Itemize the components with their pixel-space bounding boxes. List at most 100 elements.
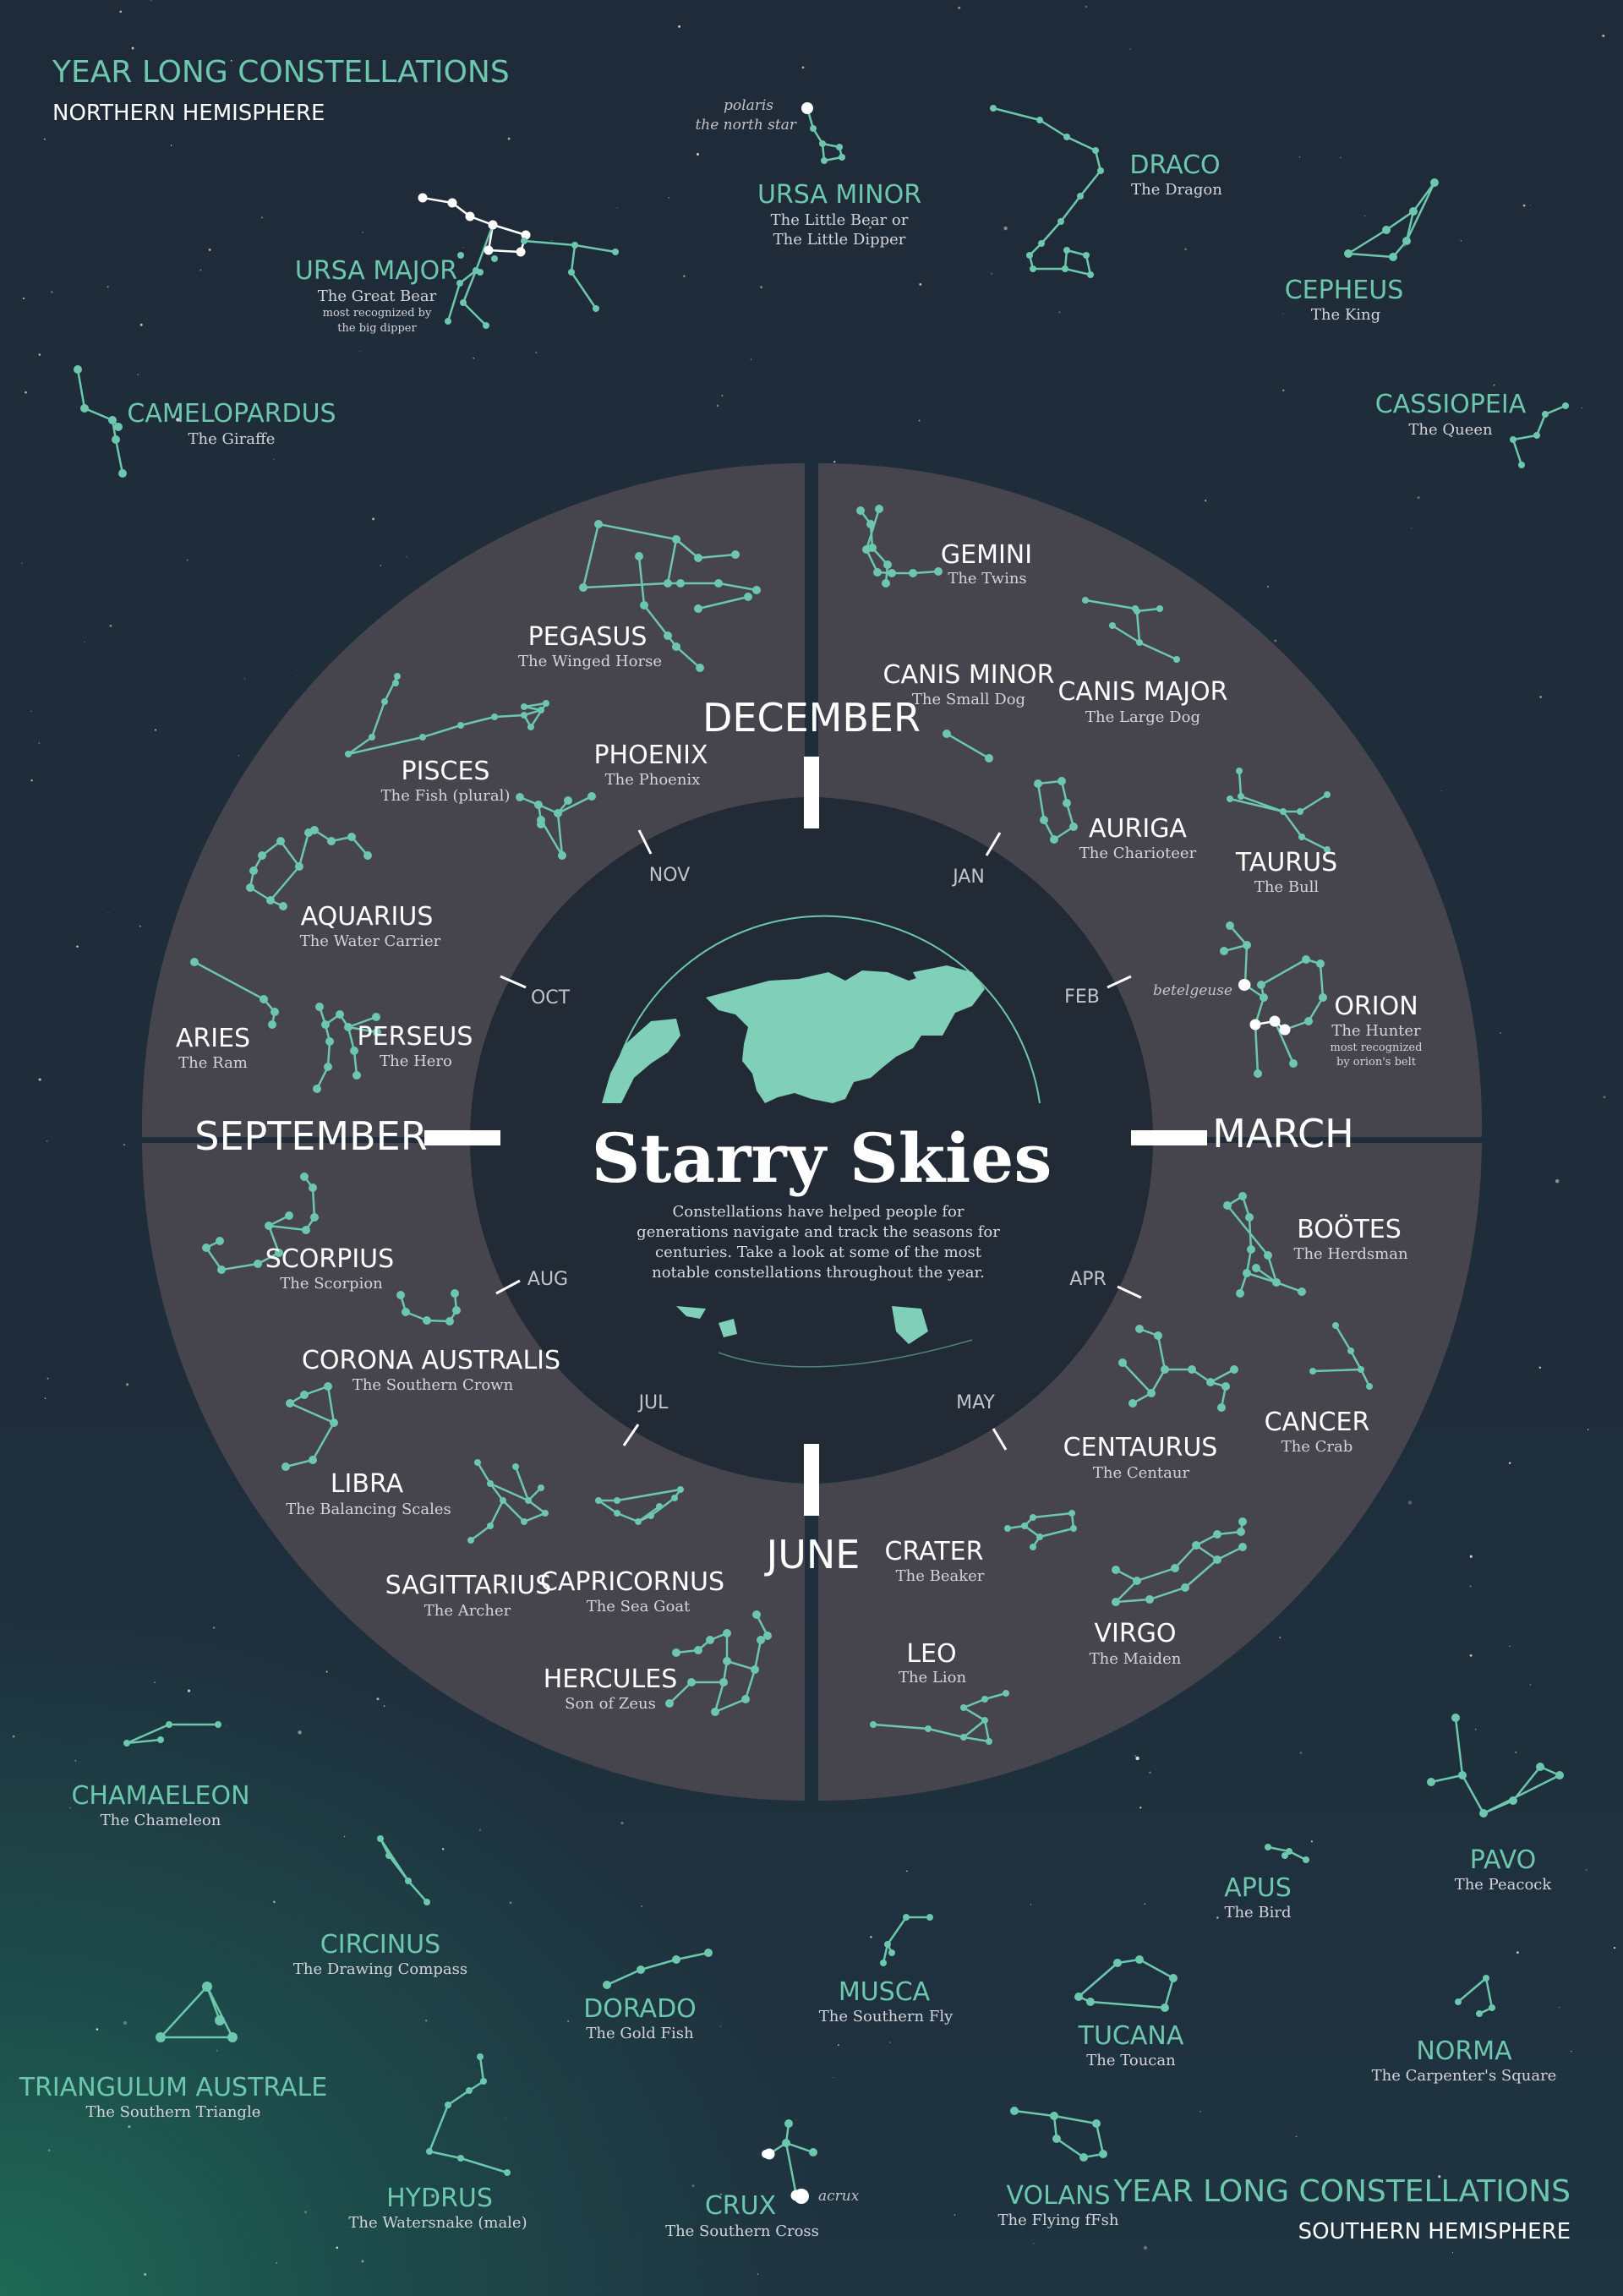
label-sagittarius-name: SAGITTARIUS (385, 1571, 552, 1600)
constellation-star (1188, 1365, 1196, 1374)
background-star (1003, 226, 1008, 231)
constellation-star (491, 255, 498, 262)
constellation-line (669, 1681, 692, 1704)
background-star (296, 675, 298, 677)
constellation-crater (1004, 1510, 1077, 1550)
quarter-bar-june (804, 1444, 819, 1516)
background-star (69, 1807, 71, 1809)
label-pavo-name: PAVO (1470, 1845, 1536, 1875)
constellation-line (205, 1986, 221, 2021)
constellation-chamaeleon (123, 1721, 221, 1747)
constellation-line (557, 795, 593, 815)
constellation-star (1181, 1583, 1189, 1592)
constellation-star (1347, 1348, 1354, 1354)
label-perseus-desc-1: The Hero (380, 1052, 452, 1070)
constellation-star (719, 1678, 728, 1686)
tick-may (992, 1428, 1008, 1451)
constellation-line (1066, 135, 1096, 152)
constellation-star (377, 1835, 384, 1842)
label-orion-desc-3: by orion's belt (1336, 1056, 1417, 1069)
quarter-label-september: SEPTEMBER (194, 1113, 427, 1159)
constellation-aquarius (246, 826, 372, 910)
ring-quadrant-jun-aug (142, 1143, 805, 1801)
background-stars (12, 0, 1616, 2276)
highlight-star (465, 211, 475, 221)
constellation-star (381, 698, 388, 705)
background-star (1508, 1462, 1511, 1464)
center-body-line-3: centuries. Take a look at some of the mo… (655, 1244, 982, 1261)
background-star (757, 2273, 759, 2275)
constellation-line (221, 1262, 259, 1271)
background-star (1144, 1903, 1146, 1905)
background-star (38, 353, 41, 356)
highlight-star (1249, 1019, 1261, 1030)
label-circinus-desc-1: The Drawing Compass (293, 1960, 467, 1978)
constellation-line (1122, 1362, 1152, 1394)
background-star (801, 66, 805, 69)
highlight-star (516, 247, 526, 257)
label-camelopardus-name: CAMELOPARDUS (127, 399, 336, 429)
background-star (76, 945, 79, 948)
constellation-line (1184, 1559, 1218, 1588)
background-star (1216, 1916, 1219, 1919)
label-triangulum-australe-name: TRIANGULUM AUSTRALE (19, 2073, 327, 2102)
quarter-bar-march (1131, 1130, 1207, 1145)
background-star (1509, 1645, 1511, 1648)
europe-shape (602, 1019, 680, 1103)
background-star (954, 2214, 956, 2217)
constellation-line (1060, 195, 1081, 222)
background-star (991, 272, 993, 275)
constellation-star (363, 851, 372, 860)
constellation-star (1230, 1365, 1238, 1374)
background-star (213, 1626, 216, 1629)
constellation-star (1430, 178, 1439, 187)
constellation-line (460, 2157, 508, 2174)
label-draco-name: DRACO (1129, 150, 1220, 180)
background-star (1184, 248, 1188, 251)
background-star (30, 710, 32, 712)
month-label-jul: JUL (637, 1392, 669, 1413)
constellation-hydrus (426, 2053, 511, 2176)
constellation-star (423, 1316, 431, 1325)
label-chamaeleon-desc-1: The Chameleon (101, 1812, 221, 1829)
constellation-line (1227, 1205, 1269, 1256)
constellation-star (1169, 1974, 1178, 1982)
quarter-label-december: DECEMBER (702, 695, 921, 741)
constellation-sagittarius (467, 1459, 549, 1544)
constellation-star (474, 1459, 481, 1466)
constellation-star (1238, 1543, 1247, 1551)
constellation-star (1213, 1555, 1221, 1564)
constellation-star (875, 505, 883, 513)
constellation-line (1544, 404, 1566, 416)
constellation-star (1324, 791, 1331, 798)
background-star (43, 138, 46, 140)
constellation-star (268, 1020, 276, 1029)
constellation-star (1227, 795, 1233, 802)
background-star (144, 2272, 147, 2276)
constellation-star (763, 1632, 772, 1640)
constellation-star (784, 2119, 793, 2128)
constellation-line (1115, 1580, 1138, 1603)
constellation-star (1332, 1322, 1339, 1329)
constellation-star (1265, 1844, 1271, 1850)
constellation-star (1173, 656, 1180, 663)
note-polaris-2: the north star (695, 117, 796, 134)
label-volans-name: VOLANS (1006, 2181, 1110, 2211)
constellation-star (327, 837, 336, 845)
label-libra-name: LIBRA (331, 1469, 404, 1499)
constellation-star (1238, 793, 1244, 800)
constellation-line (1174, 1544, 1197, 1569)
background-star (1058, 311, 1061, 314)
constellation-star (1021, 1522, 1028, 1529)
constellation-star (579, 583, 587, 592)
background-star (272, 458, 275, 461)
constellation-star (1052, 2135, 1061, 2143)
constellation-line (270, 866, 300, 901)
constellation-line (422, 196, 453, 205)
background-star (1143, 2245, 1148, 2250)
label-apus-name: APUS (1224, 1873, 1292, 1903)
constellation-star (1245, 1213, 1254, 1222)
label-auriga-desc-1: The Charioteer (1079, 845, 1197, 862)
constellation-star (1132, 605, 1139, 612)
